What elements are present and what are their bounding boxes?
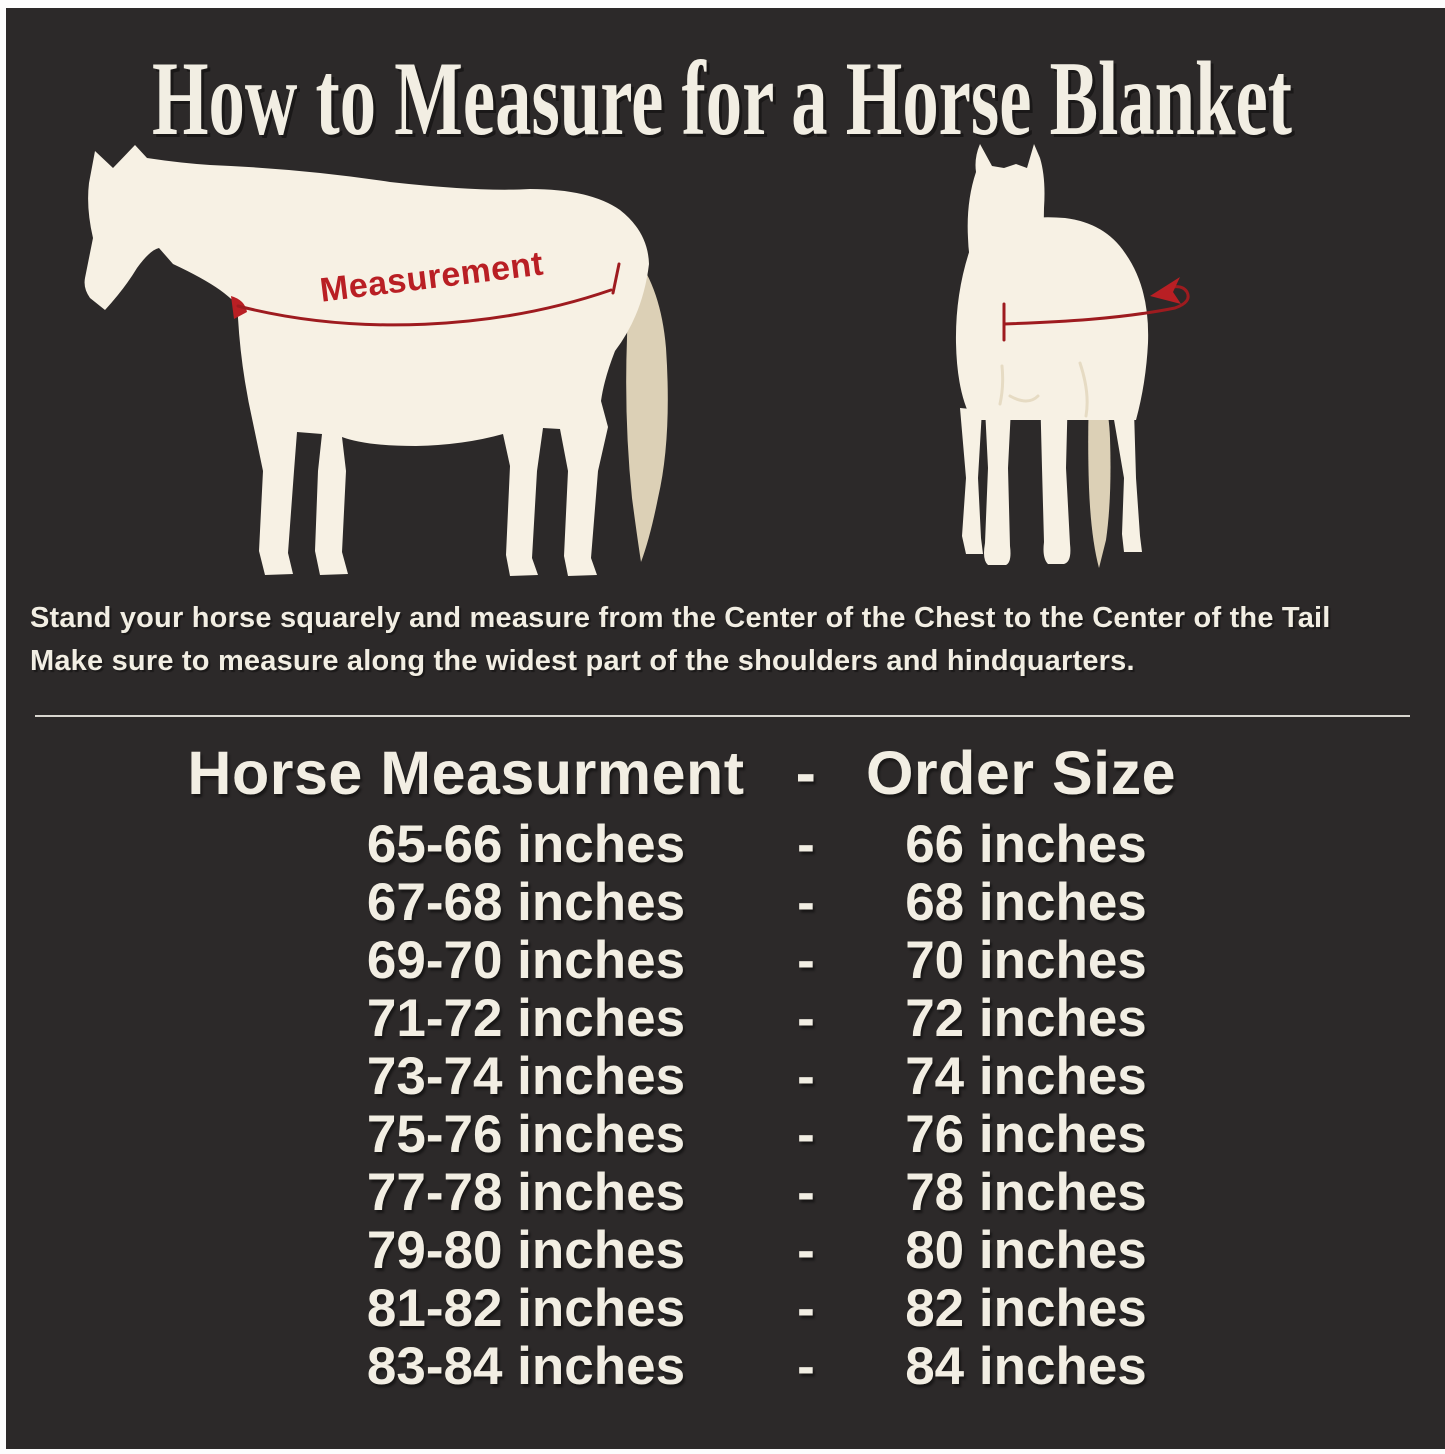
row-separator: - [797,931,815,990]
page-title: How to Measure for a Horse Blanket [152,40,1292,148]
row-separator: - [797,1105,815,1164]
horse-measurement-value: 83-84 inches [366,1337,686,1396]
header-order-size: Order Size [865,739,1177,807]
row-separator: - [797,873,815,932]
order-size-value: 66 inches [905,815,1147,874]
row-spacer [6,874,271,932]
horse-body [84,145,650,576]
horse-measurement-value: 71-72 inches [366,989,686,1048]
size-table-rows: 65-66 inches - 66 inches 67-68 inches - 68 in… [6,816,1439,1396]
row-spacer [6,1280,271,1338]
table-row: 79-80 inches - 80 inches [6,1222,1439,1280]
front-horse-muscle-lines [998,361,1089,418]
wrap-arrowhead-icon [1150,277,1181,304]
section-divider [35,715,1410,717]
row-spacer [6,1222,271,1280]
horse-measurement-value: 67-68 inches [366,873,686,932]
order-size-value: 80 inches [905,1221,1147,1280]
row-spacer [831,1106,861,1164]
order-size-value: 82 inches [905,1279,1147,1338]
front-horse-tail [1088,378,1111,568]
horse-measurement-value: 75-76 inches [366,1105,686,1164]
table-row: 75-76 inches - 76 inches [6,1106,1439,1164]
table-row: 71-72 inches - 72 inches [6,990,1439,1048]
row-spacer [831,932,861,990]
horse-measurement-value: 81-82 inches [366,1279,686,1338]
table-row: 67-68 inches - 68 inches [6,874,1439,932]
row-spacer [6,932,271,990]
order-size-value: 72 inches [905,989,1147,1048]
front-horse-front-legs [984,388,1071,565]
side-view-horse-illustration: Measurement [84,145,668,576]
table-row: 73-74 inches - 74 inches [6,1048,1439,1106]
header-separator: - [795,739,817,807]
header-spacer [6,737,156,809]
size-table-header: Horse Measurment - Order Size [6,737,1439,809]
row-spacer [831,1338,861,1396]
row-spacer [831,874,861,932]
horse-measurement-value: 69-70 inches [366,931,686,990]
horse-tail [608,234,668,562]
row-separator: - [797,1163,815,1222]
table-row: 77-78 inches - 78 inches [6,1164,1439,1222]
row-spacer [6,816,271,874]
order-size-value: 68 inches [905,873,1147,932]
row-separator: - [797,989,815,1048]
measurement-tail-tick [611,262,621,295]
page-title-svg: How to Measure for a Horse Blanket How t… [152,40,1295,148]
wrap-measure-line [1002,285,1190,326]
measuring-instructions: Stand your horse squarely and measure fr… [30,597,1422,683]
front-horse-head [967,144,1045,353]
row-separator: - [797,1221,815,1280]
order-size-value: 84 inches [905,1337,1147,1396]
table-row: 83-84 inches - 84 inches [6,1338,1439,1396]
page-title-shadow: How to Measure for a Horse Blanket [155,43,1295,148]
row-spacer [6,1106,271,1164]
row-spacer [6,1164,271,1222]
horse-measurement-value: 65-66 inches [366,815,686,874]
row-spacer [831,1280,861,1338]
order-size-value: 78 inches [905,1163,1147,1222]
measurement-line [236,288,613,327]
row-spacer [831,1222,861,1280]
table-row: 69-70 inches - 70 inches [6,932,1439,990]
order-size-value: 76 inches [905,1105,1147,1164]
row-spacer [831,1164,861,1222]
row-separator: - [797,815,815,874]
table-row: 65-66 inches - 66 inches [6,816,1439,874]
instructions-line-2: Make sure to measure along the widest pa… [30,645,1135,677]
order-size-value: 70 inches [905,931,1147,990]
row-spacer [831,1048,861,1106]
table-row: 81-82 inches - 82 inches [6,1280,1439,1338]
row-separator: - [797,1337,815,1396]
horse-measurement-value: 79-80 inches [366,1221,686,1280]
horse-measurement-value: 73-74 inches [366,1047,686,1106]
order-size-value: 74 inches [905,1047,1147,1106]
front-view-horse-illustration [955,144,1190,568]
row-separator: - [797,1047,815,1106]
row-spacer [831,816,861,874]
row-spacer [6,1338,271,1396]
row-spacer [6,990,271,1048]
front-horse-hind-legs [960,408,1142,554]
row-separator: - [797,1279,815,1338]
row-spacer [6,1048,271,1106]
header-horse-measurement: Horse Measurment [187,739,745,807]
row-spacer [831,990,861,1048]
horse-measurement-value: 77-78 inches [366,1163,686,1222]
instructions-line-1: Stand your horse squarely and measure fr… [30,602,1331,634]
